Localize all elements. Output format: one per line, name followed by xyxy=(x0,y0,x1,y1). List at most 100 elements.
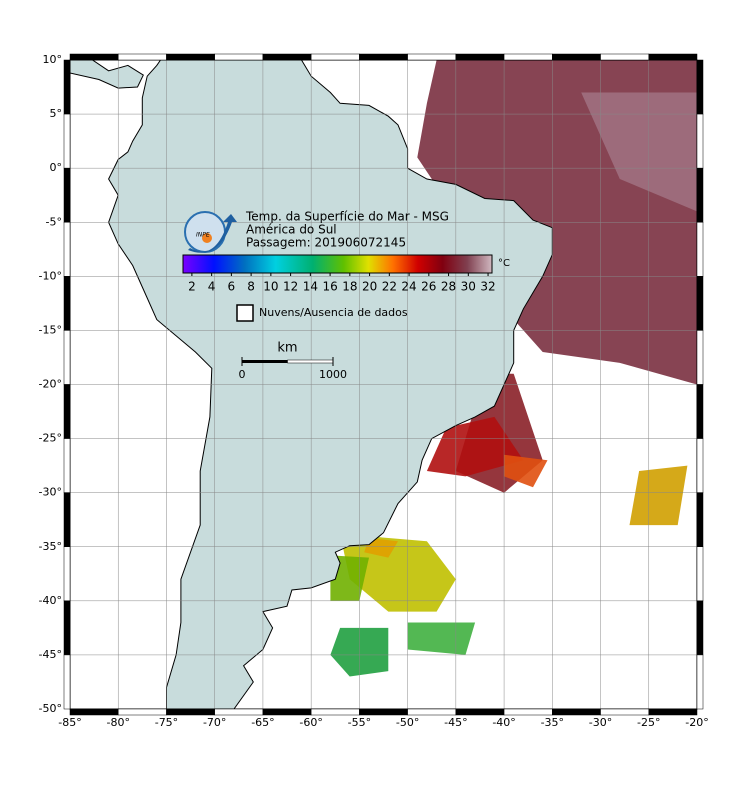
frame-band xyxy=(455,53,505,61)
frame-band xyxy=(63,438,71,493)
y-tick-label: -10° xyxy=(39,269,62,282)
logo-text: INPE xyxy=(196,232,210,239)
x-tick-label: -30° xyxy=(589,716,612,729)
x-tick-label: -80° xyxy=(106,716,129,729)
frame-band xyxy=(63,167,71,223)
x-tick-label: -60° xyxy=(299,716,322,729)
x-tick-label: -25° xyxy=(637,716,660,729)
frame-band xyxy=(696,384,704,439)
y-tick-label: -20° xyxy=(39,378,62,391)
colorbar-tick-label: 26 xyxy=(421,280,436,294)
frame-band xyxy=(69,53,119,61)
x-tick-label: -35° xyxy=(541,716,564,729)
y-tick-label: 0° xyxy=(50,161,63,174)
frame-band xyxy=(503,53,553,61)
frame-band xyxy=(696,276,704,331)
frame-band xyxy=(63,276,71,331)
frame-band xyxy=(600,53,650,61)
sst-patch xyxy=(581,92,697,212)
colorbar-tick-label: 18 xyxy=(342,280,357,294)
frame-band xyxy=(262,53,312,61)
y-tick-label: -30° xyxy=(39,486,62,499)
sst-patch xyxy=(629,465,688,526)
y-tick-label: 5° xyxy=(50,107,63,120)
x-tick-label: -45° xyxy=(444,716,467,729)
x-tick-label: -65° xyxy=(251,716,274,729)
frame-band xyxy=(262,708,312,716)
frame-band xyxy=(552,708,601,716)
legend-swatch xyxy=(236,304,254,322)
frame-band xyxy=(503,708,553,716)
frame-band xyxy=(455,708,505,716)
title-line: América do Sul xyxy=(246,223,337,237)
central-america xyxy=(70,60,144,89)
y-tick-label: -50° xyxy=(39,702,62,715)
frame-band xyxy=(696,167,704,223)
frame-band xyxy=(63,222,71,277)
colorbar-tick-label: 2 xyxy=(188,280,196,294)
legend-text: Nuvens/Ausencia de dados xyxy=(259,306,408,319)
frame-band xyxy=(63,492,71,547)
frame-band xyxy=(214,708,264,716)
frame-band xyxy=(359,708,408,716)
frame-band xyxy=(696,330,704,385)
frame-band xyxy=(214,53,264,61)
frame-band xyxy=(63,546,71,602)
sst-patch xyxy=(407,622,476,655)
sst-patch xyxy=(504,454,548,488)
y-tick-label: -25° xyxy=(39,432,62,445)
frame-band xyxy=(696,600,704,656)
frame-band xyxy=(63,113,71,169)
colorbar-tick-label: 12 xyxy=(283,280,298,294)
colorbar-tick-label: 20 xyxy=(362,280,377,294)
scale-bar-black xyxy=(242,360,288,363)
overlay: -85° -80° -75° -70° -65° -60° -55° -50° -45° -40°… xyxy=(39,53,709,729)
title-line: Temp. da Superfície do Mar - MSG xyxy=(245,210,449,224)
frame-band xyxy=(648,708,698,716)
scale-unit: km xyxy=(277,341,297,356)
sst-patch xyxy=(426,416,524,477)
frame-band xyxy=(648,53,698,61)
colorbar-tick-label: 30 xyxy=(461,280,476,294)
sst-patch xyxy=(364,538,398,558)
colorbar-tick-label: 6 xyxy=(228,280,236,294)
y-tick-label: -15° xyxy=(39,323,62,336)
frame-band xyxy=(359,53,408,61)
y-tick-label: -35° xyxy=(39,540,62,553)
frame-band xyxy=(696,113,704,169)
frame-band xyxy=(552,53,601,61)
colorbar-tick-label: 14 xyxy=(303,280,318,294)
y-tick-label: -5° xyxy=(46,215,62,228)
colorbar-tick-label: 16 xyxy=(322,280,337,294)
x-tick-label: -50° xyxy=(396,716,419,729)
frame-band xyxy=(696,438,704,493)
frame-band xyxy=(600,708,650,716)
scale-bar-white xyxy=(287,359,334,364)
colorbar-tick-label: 24 xyxy=(401,280,416,294)
frame-band xyxy=(63,384,71,439)
colorbar-unit: °C xyxy=(498,258,510,269)
frame-band xyxy=(696,222,704,277)
scale-tick-label: 0 xyxy=(239,368,246,381)
colorbar-tick-label: 10 xyxy=(263,280,278,294)
x-tick-label: -85° xyxy=(58,716,81,729)
frame-band xyxy=(407,708,457,716)
colorbar-tick-label: 32 xyxy=(480,280,495,294)
frame-band xyxy=(117,53,167,61)
y-tick-label: 10° xyxy=(43,53,63,66)
logo-arrow xyxy=(188,214,237,253)
colorbar-tick-label: 28 xyxy=(441,280,456,294)
frame-band xyxy=(63,330,71,385)
x-tick-label: -40° xyxy=(492,716,515,729)
colorbar xyxy=(182,254,493,274)
frame-band xyxy=(696,654,704,710)
frame-band xyxy=(310,53,360,61)
frame-band xyxy=(166,53,215,61)
title-line: Passagem: 201906072145 xyxy=(246,236,406,250)
frame-band xyxy=(63,654,71,710)
frame-band xyxy=(696,492,704,547)
colorbar-tick-label: 22 xyxy=(382,280,397,294)
frame-band xyxy=(166,708,215,716)
